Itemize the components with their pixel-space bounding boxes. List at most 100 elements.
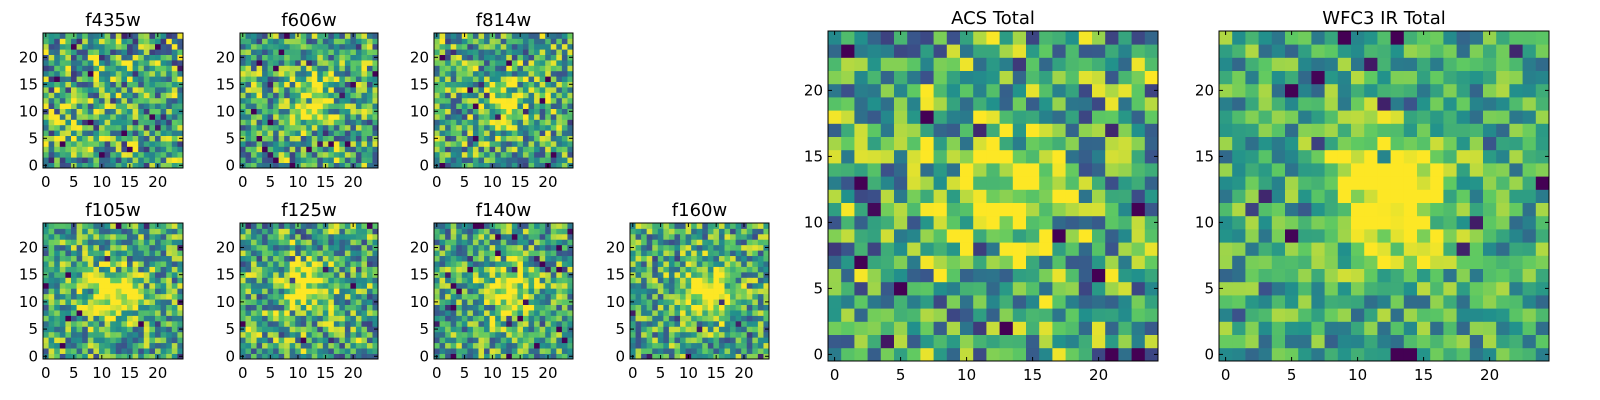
heatmap-cell (973, 215, 987, 230)
heatmap-cell (284, 337, 291, 344)
heatmap-cell (366, 130, 373, 136)
heatmap-cell (646, 320, 653, 327)
heatmap-cell (1105, 176, 1119, 190)
heatmap-cell (76, 353, 83, 360)
heatmap-cell (528, 331, 535, 338)
heatmap-cell (534, 310, 541, 316)
heatmap-cell (245, 92, 252, 99)
heatmap-cell (138, 60, 145, 66)
heatmap-cell (284, 54, 291, 61)
heatmap-cell (511, 38, 518, 45)
heatmap-cell (149, 135, 156, 142)
heatmap-cell (59, 310, 66, 316)
heatmap-cell (311, 49, 318, 55)
heatmap-cell (724, 277, 731, 284)
heatmap-cell (366, 337, 373, 344)
heatmap-cell (461, 49, 468, 55)
heatmap-cell (556, 103, 563, 109)
heatmap-cell (450, 38, 457, 45)
heatmap-cell (273, 92, 280, 99)
heatmap-cell (680, 342, 686, 349)
heatmap-cell (143, 233, 150, 240)
heatmap-cell (528, 250, 535, 257)
heatmap-cell (59, 233, 66, 240)
heatmap-cell (456, 310, 463, 316)
heatmap-cell (534, 337, 541, 344)
heatmap-cell (550, 266, 557, 273)
heatmap-cell (262, 124, 268, 131)
heatmap-cell (567, 342, 574, 349)
heatmap-cell (366, 228, 373, 235)
heatmap-cell (65, 326, 72, 333)
heatmap-cell (166, 271, 173, 278)
heatmap-cell (500, 43, 507, 50)
heatmap-cell (445, 331, 452, 338)
heatmap-cell (366, 326, 373, 333)
heatmap-cell (1105, 215, 1119, 230)
heatmap-cell (87, 119, 94, 126)
heatmap-cell (567, 33, 574, 39)
heatmap-cell (445, 92, 452, 99)
heatmap-cell (333, 271, 340, 278)
heatmap-cell (920, 202, 934, 217)
heatmap-cell (960, 176, 974, 190)
heatmap-cell (350, 54, 357, 61)
heatmap-cell (933, 268, 948, 283)
heatmap-cell (1052, 202, 1066, 217)
heatmap-cell (93, 76, 100, 82)
heatmap-cell (54, 282, 61, 289)
heatmap-cell (517, 331, 524, 338)
heatmap-cell (522, 320, 529, 327)
heatmap-cell (160, 81, 167, 88)
heatmap-cell (328, 233, 335, 240)
heatmap-cell (155, 108, 161, 115)
heatmap-cell (556, 54, 563, 61)
heatmap-cell (82, 337, 89, 344)
x-tick-label: 5 (656, 364, 666, 382)
heatmap-cell (1078, 295, 1093, 309)
heatmap-cell (456, 135, 463, 142)
heatmap-cell (149, 261, 156, 267)
heatmap-cell (366, 54, 373, 61)
heatmap-cell (245, 76, 252, 82)
heatmap-cell (478, 348, 485, 354)
heatmap-cell (256, 266, 263, 273)
heatmap-cell (757, 288, 764, 295)
heatmap-cell (484, 288, 490, 295)
heatmap-cell (534, 228, 541, 235)
heatmap-cell (149, 151, 156, 158)
heatmap-cell (517, 49, 524, 55)
heatmap-cell (48, 81, 55, 88)
heatmap-cell (561, 92, 568, 99)
heatmap-cell (641, 304, 648, 311)
heatmap-cell (500, 250, 507, 257)
heatmap-cell (278, 228, 285, 235)
heatmap-cell (746, 331, 753, 338)
heatmap-cell (561, 60, 568, 66)
heatmap-cell (317, 162, 324, 169)
heatmap-cell (317, 293, 324, 300)
heatmap-cell (115, 49, 122, 55)
heatmap-cell (361, 288, 368, 295)
heatmap-cell (127, 114, 133, 120)
heatmap-cell (635, 244, 642, 251)
heatmap-cell (339, 348, 346, 354)
heatmap-cell (439, 320, 446, 327)
heatmap-cell (267, 348, 274, 354)
heatmap-cell (484, 92, 490, 99)
heatmap-cell (561, 54, 568, 61)
heatmap-cell (132, 228, 139, 235)
heatmap-cell (138, 103, 145, 109)
heatmap-cell (43, 130, 49, 136)
heatmap-cell (439, 277, 446, 284)
heatmap-cell (149, 337, 156, 344)
heatmap-cell (115, 141, 122, 147)
heatmap-cell (472, 348, 479, 354)
heatmap-cell (65, 337, 72, 344)
heatmap-cell (149, 228, 156, 235)
heatmap-cell (713, 288, 720, 295)
heatmap-cell (550, 157, 557, 163)
heatmap-cell (166, 124, 173, 131)
heatmap-cell (278, 87, 285, 93)
heatmap-cell (59, 43, 66, 50)
